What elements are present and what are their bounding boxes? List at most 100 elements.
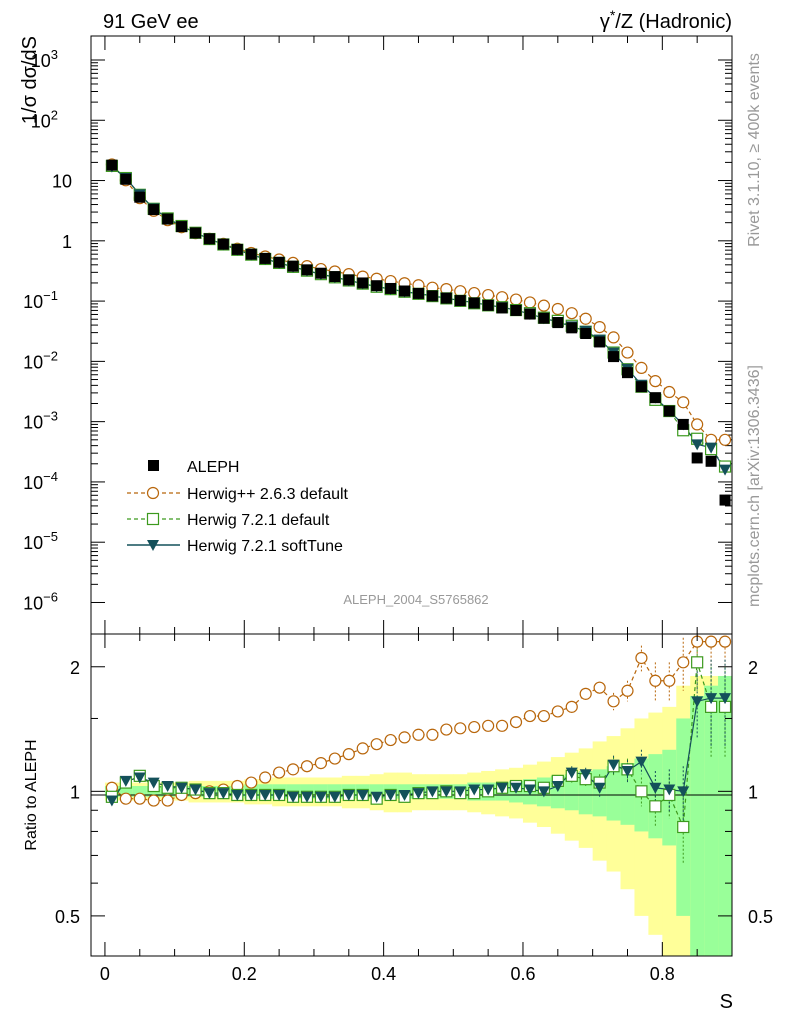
ratio-point-herwigpp: [328, 752, 341, 765]
x-tick-label: 0.8: [650, 964, 675, 984]
main-point-herwigpp: [565, 307, 578, 320]
x-tick-label: 0: [100, 964, 110, 984]
ratio-band-green: [704, 685, 719, 956]
main-point-aleph: [719, 494, 731, 506]
ratio-y-tick-label-right: 2: [748, 658, 758, 678]
main-point-aleph: [217, 238, 229, 250]
main-point-aleph: [190, 227, 202, 239]
main-point-herwigpp: [621, 346, 634, 359]
main-point-herwigpp: [677, 396, 690, 409]
ratio-point-h721default: [635, 785, 648, 798]
ratio-point-herwigpp: [621, 684, 634, 697]
legend-herwigpp-marker: [146, 486, 160, 500]
main-point-aleph: [538, 312, 550, 324]
ratio-point-herwigpp: [300, 760, 314, 773]
main-point-herwigpp: [635, 361, 648, 374]
main-y-tick-label: 102: [31, 107, 58, 131]
main-y-tick-label: 1: [62, 232, 72, 252]
main-point-herwigpp: [551, 302, 564, 316]
main-point-aleph: [580, 328, 592, 340]
ratio-point-softtune: [370, 791, 383, 803]
main-point-aleph: [510, 304, 522, 316]
main-point-aleph: [635, 381, 647, 393]
main-y-tick-label: 10−6: [23, 589, 58, 613]
main-point-aleph: [203, 233, 215, 245]
main-series: [105, 158, 732, 506]
main-point-aleph: [259, 252, 271, 264]
ratio-point-softtune: [510, 782, 523, 794]
ratio-band-green: [564, 774, 580, 811]
ratio-point-softtune: [482, 784, 495, 796]
ratio-y-axis-title: Ratio to ALEPH: [23, 739, 40, 850]
ratio-point-softtune: [161, 781, 174, 793]
ratio-point-herwigpp: [412, 728, 425, 741]
ratio-point-herwigpp: [454, 722, 467, 735]
ratio-point-softtune: [203, 788, 216, 800]
ratio-band-green: [118, 786, 134, 797]
legend-softtune-marker: [147, 540, 159, 551]
main-y-tick-label: 10−4: [23, 469, 58, 493]
ratio-point-herwigpp: [523, 709, 537, 723]
ratio-point-herwigpp: [133, 792, 146, 805]
ratio-point-herwigpp: [273, 766, 286, 779]
legend-aleph-marker: [148, 460, 159, 471]
ratio-uncertainty-bands: [104, 675, 732, 956]
main-point-aleph: [176, 221, 188, 233]
main-point-aleph: [245, 248, 257, 260]
ratio-point-softtune: [217, 788, 230, 800]
ratio-point-herwigpp: [593, 681, 606, 694]
ratio-point-softtune: [231, 789, 244, 801]
main-point-herwigpp: [482, 288, 495, 302]
ratio-point-softtune: [314, 791, 327, 803]
ratio-point-softtune: [133, 772, 146, 784]
ratio-point-herwigpp: [495, 719, 509, 732]
ratio-point-herwigpp: [677, 656, 690, 669]
main-point-aleph: [705, 455, 717, 467]
x-tick-labels: 0 0.2 0.4 0.6 0.8: [100, 964, 675, 984]
main-point-aleph: [106, 159, 118, 171]
main-point-aleph: [357, 277, 369, 289]
main-point-aleph: [677, 418, 689, 430]
main-point-aleph: [468, 297, 480, 309]
ratio-point-herwigpp: [579, 687, 592, 700]
main-point-aleph: [524, 308, 536, 320]
ratio-point-softtune: [607, 759, 620, 771]
ratio-panel: 0.5 0.5 1 1 2 2 0 0.2 0.4 0.6 0.8: [55, 633, 773, 984]
ratio-point-softtune: [398, 789, 411, 801]
legend-entry-softtune: Herwig 7.2.1 softTune: [127, 538, 343, 555]
ratio-point-herwigpp: [565, 700, 578, 713]
ratio-point-herwigpp: [649, 674, 662, 687]
ratio-y-tick-label-right: 1: [748, 782, 758, 802]
main-point-herwigpp: [663, 385, 676, 399]
header-left-title: 91 GeV ee: [103, 11, 199, 33]
main-point-herwigpp: [579, 312, 592, 325]
main-point-herwigpp: [509, 293, 523, 306]
ratio-point-softtune: [649, 782, 662, 794]
ratio-point-herwigpp: [718, 635, 732, 648]
ratio-series: [105, 634, 732, 864]
ratio-point-softtune: [705, 693, 718, 705]
ratio-point-herwigpp: [384, 733, 397, 747]
main-point-aleph: [594, 336, 606, 348]
ratio-point-softtune: [328, 791, 341, 803]
main-y-tick-label: 10−3: [23, 409, 58, 433]
main-line-softtune: [111, 166, 726, 470]
ratio-point-softtune: [663, 784, 676, 796]
main-point-aleph: [329, 271, 341, 283]
main-point-aleph: [552, 317, 564, 329]
main-point-softtune: [691, 439, 704, 451]
ratio-point-softtune: [356, 789, 369, 801]
main-y-tick-label: 10−2: [23, 348, 58, 372]
main-point-herwigpp: [649, 375, 662, 388]
ratio-point-herwigpp: [119, 792, 132, 805]
ratio-band-green: [620, 763, 635, 825]
ratio-point-herwigpp: [482, 719, 495, 732]
ratio-point-softtune: [635, 756, 648, 768]
ratio-point-herwigpp: [426, 728, 439, 741]
legend-entry-aleph: ALEPH: [148, 459, 239, 476]
ratio-band-green: [718, 675, 732, 956]
ratio-point-herwigpp: [663, 674, 676, 687]
legend-h721default-marker: [146, 512, 160, 526]
ratio-point-softtune: [175, 782, 188, 794]
